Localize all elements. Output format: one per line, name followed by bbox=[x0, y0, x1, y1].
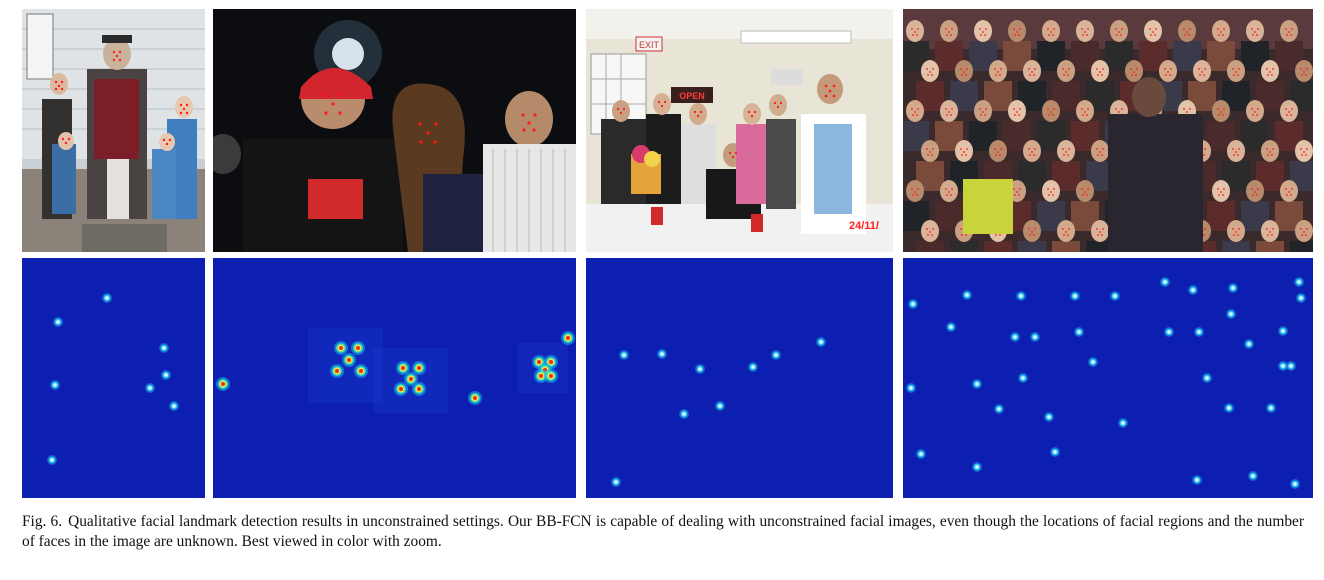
figure-label: Fig. 6. bbox=[22, 513, 63, 530]
photo-4-crowd-audience bbox=[903, 9, 1313, 252]
heatmap-4 bbox=[903, 258, 1313, 498]
open-sign-text: OPEN bbox=[679, 91, 705, 101]
timestamp-text: 24/11/ bbox=[849, 220, 879, 232]
heatmap-1 bbox=[22, 258, 205, 498]
photo-2-night-couple bbox=[213, 9, 576, 252]
heatmap-3 bbox=[586, 258, 893, 498]
figure-caption-text: Qualitative facial landmark detection re… bbox=[22, 513, 1304, 550]
heatmap-2 bbox=[213, 258, 576, 498]
photo-1-statue-with-children bbox=[22, 9, 205, 252]
exit-sign-text: EXIT bbox=[639, 40, 660, 50]
figure-caption: Fig. 6. Qualitative facial landmark detec… bbox=[22, 512, 1304, 552]
photo-3-indoor-party: EXIT OPEN 24/11/ bbox=[586, 9, 893, 252]
